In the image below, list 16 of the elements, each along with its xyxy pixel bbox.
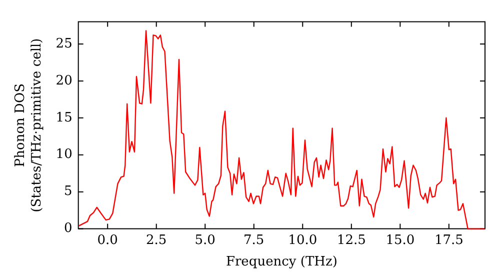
- x-tick-label: 2.5: [146, 232, 167, 248]
- y-tick-label: 20: [56, 73, 72, 88]
- y-tick-label: 10: [56, 147, 72, 162]
- x-tick-label: 10.0: [288, 232, 318, 248]
- y-tick-label: 25: [56, 36, 72, 52]
- x-axis-title: Frequency (THz): [226, 254, 338, 270]
- x-tick-label: 17.5: [434, 232, 464, 248]
- y-tick-label: 0: [64, 221, 72, 236]
- x-tick-label: 7.5: [244, 232, 264, 248]
- x-tick-label: 12.5: [336, 232, 366, 248]
- x-tick-label: 15.0: [386, 232, 415, 248]
- y-tick-label: 15: [56, 110, 72, 126]
- x-tick-label: 5.0: [194, 232, 216, 248]
- x-tick-label: 0.0: [97, 232, 118, 248]
- y-tick-label: 5: [64, 184, 72, 200]
- y-axis-title: Phonon DOS (States/THz·primitive cell): [12, 38, 45, 212]
